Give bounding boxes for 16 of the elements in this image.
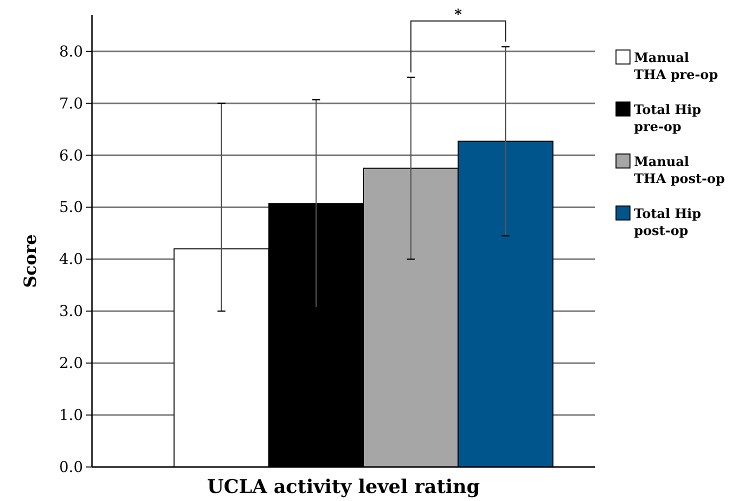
y-tick-label: 3.0: [59, 302, 83, 320]
y-axis-title: Score: [21, 234, 41, 288]
y-tick-label: 7.0: [59, 94, 83, 112]
legend-label: Total Hip pre-op: [634, 103, 702, 135]
y-tick-label: 6.0: [59, 146, 83, 164]
legend-label: Manual THA post-op: [634, 155, 725, 187]
y-tick-label: 8.0: [59, 42, 83, 60]
legend-label: Total Hip post-op: [634, 207, 702, 239]
y-tick-label: 1.0: [59, 406, 83, 424]
x-axis-title: UCLA activity level rating: [207, 476, 480, 498]
y-tick-label: 2.0: [59, 354, 83, 372]
y-tick-label: 5.0: [59, 198, 83, 216]
y-tick-label: 4.0: [59, 250, 83, 268]
y-tick-label: 0.0: [59, 458, 83, 476]
legend-label: Manual THA pre-op: [634, 51, 718, 83]
annotation: *: [454, 7, 463, 23]
